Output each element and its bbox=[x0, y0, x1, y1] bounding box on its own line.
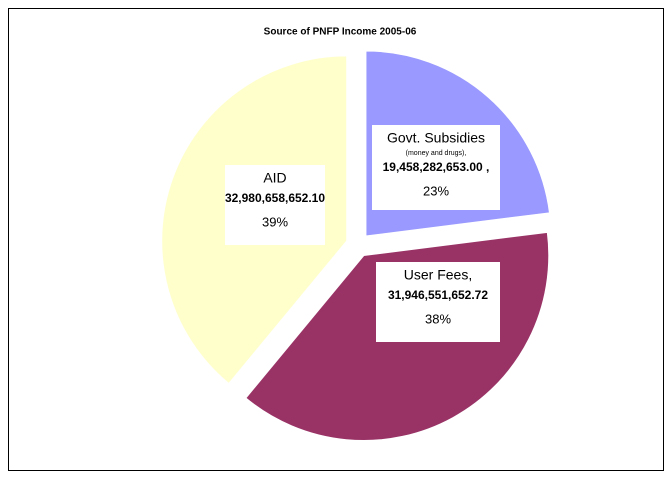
label-box bbox=[372, 125, 500, 210]
slice-percent: 39% bbox=[262, 214, 288, 229]
slice-amount: 19,458,282,653.00 , bbox=[383, 160, 490, 174]
slice-label: AID bbox=[263, 170, 286, 186]
slice-percent: 23% bbox=[423, 183, 449, 198]
slice-label: User Fees, bbox=[404, 267, 472, 283]
slice-amount: 31,946,551,652.72 bbox=[388, 288, 488, 302]
slice-percent: 38% bbox=[425, 311, 451, 326]
chart-title: Source of PNFP Income 2005-06 bbox=[264, 27, 417, 38]
label-box bbox=[225, 165, 325, 245]
slice-label: Govt. Subsidies bbox=[387, 130, 485, 146]
slice-note: (money and drugs), bbox=[406, 150, 467, 157]
slice-amount: 32,980,658,652.10 bbox=[225, 191, 325, 205]
label-box bbox=[376, 262, 500, 342]
